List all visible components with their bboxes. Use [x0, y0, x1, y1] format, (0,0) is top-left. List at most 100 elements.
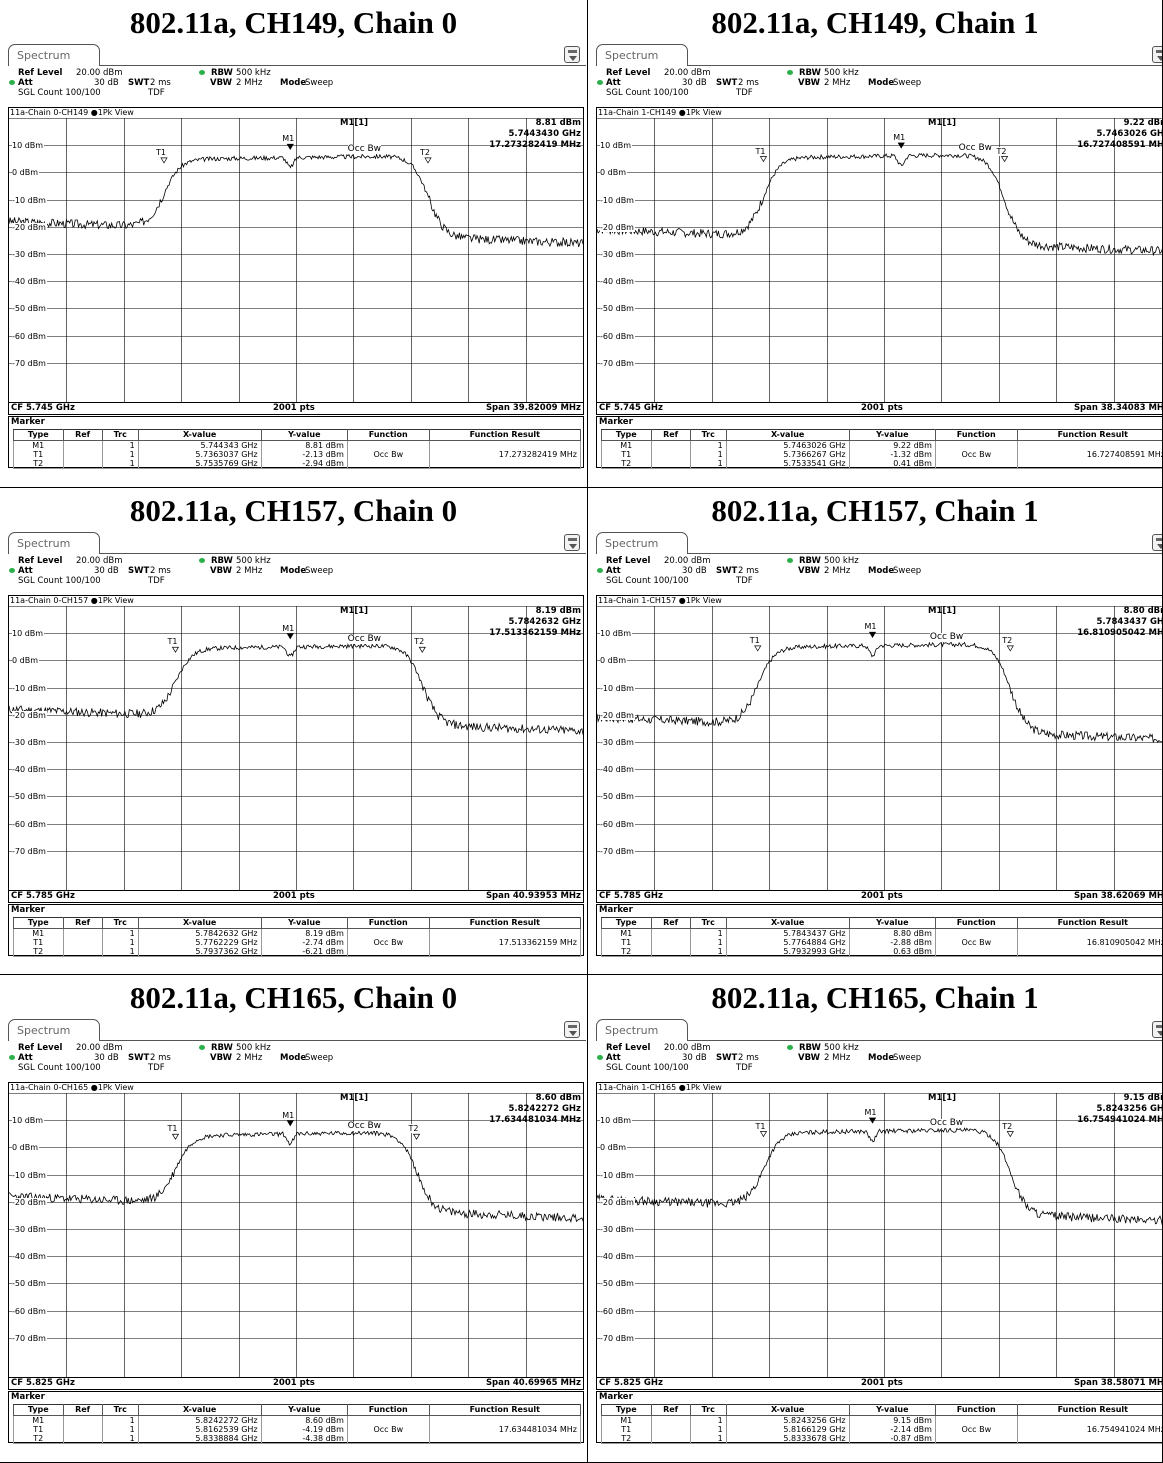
- table-cell: [346, 1415, 430, 1425]
- dropdown-menu-icon[interactable]: [564, 534, 580, 551]
- dropdown-menu-icon[interactable]: [1152, 1021, 1162, 1038]
- trace-label: 11a-Chain 0-CH165 ●1Pk View: [10, 1083, 134, 1092]
- table-cell: T2: [601, 459, 652, 469]
- table-header-cell: Type: [13, 429, 64, 441]
- y-axis-label: -30 dBm: [12, 250, 47, 259]
- table-cell: -2.14 dBm: [848, 1425, 936, 1434]
- table-cell: T2: [601, 947, 652, 957]
- vbw-label: VBW: [210, 566, 232, 576]
- table-cell: [650, 440, 691, 450]
- table-cell: [428, 928, 582, 938]
- span-value: Span 38.34083 MHz: [1073, 403, 1163, 413]
- dropdown-menu-icon[interactable]: [1152, 46, 1162, 63]
- y-axis-label: -10 dBm: [600, 195, 635, 205]
- table-cell: [346, 459, 430, 469]
- rbw-value: 500 kHz: [824, 1043, 859, 1053]
- table-header-cell: Type: [13, 1404, 64, 1416]
- m1-readout-label: M1[1]: [928, 1093, 957, 1103]
- table-cell: [62, 450, 103, 459]
- table-header-cell: Trc: [101, 429, 139, 441]
- table-cell: Occ Bw: [346, 938, 430, 947]
- table-cell: 1: [101, 459, 139, 469]
- table-cell: Occ Bw: [934, 1425, 1018, 1434]
- spectrum-tab[interactable]: Spectrum: [596, 1019, 688, 1041]
- points-count: 2001 pts: [273, 403, 315, 413]
- occupied-bandwidth: 16.810905042 MHz: [1077, 628, 1163, 638]
- table-header-cell: X-value: [137, 1404, 262, 1416]
- m1-level: 9.22 dBm: [1123, 118, 1162, 128]
- spectrum-window: Spectrum Ref Level 20.00 dBm RBW 500 kHz…: [596, 1019, 1162, 1447]
- spectrum-tab[interactable]: Spectrum: [8, 532, 100, 554]
- tab-divider: [8, 65, 586, 66]
- table-row: M1 1 5.7843437 GHz 8.80 dBm: [601, 928, 1162, 938]
- mode-value: Sweep: [893, 1053, 922, 1063]
- y-axis-label: -70 dBm: [600, 1333, 635, 1343]
- table-cell: M1: [601, 928, 652, 938]
- y-axis-label: -40 dBm: [600, 277, 635, 287]
- cell-title: 802.11a, CH157, Chain 1: [711, 493, 1039, 528]
- vbw-value: 2 MHz: [236, 566, 263, 576]
- table-cell: M1: [13, 440, 64, 450]
- table-cell: -2.13 dBm: [260, 450, 348, 459]
- table-row: M1 1 5.8242272 GHz 8.60 dBm: [13, 1415, 582, 1425]
- table-cell: 5.7932993 GHz: [725, 947, 850, 957]
- plot-svg: [597, 118, 1162, 402]
- table-header-cell: Y-value: [260, 429, 348, 441]
- green-dot-icon: [787, 1045, 793, 1050]
- m1-level: 8.19 dBm: [535, 606, 581, 616]
- table-cell: [346, 1434, 430, 1444]
- occ-bw-label: Occ Bw: [929, 632, 964, 643]
- m1-readout-label: M1[1]: [340, 1093, 369, 1103]
- table-cell: 17.634481034 MHz: [428, 1425, 582, 1434]
- table-header-cell: Function Result: [428, 429, 582, 441]
- y-axis-label: -60 dBm: [12, 331, 47, 341]
- y-axis-label: 0 dBm: [12, 168, 39, 178]
- table-cell: [428, 459, 582, 469]
- table-cell: 1: [101, 1425, 139, 1434]
- y-axis-label: -40 dBm: [12, 1252, 47, 1262]
- mode-value: Sweep: [305, 78, 334, 88]
- center-frequency: CF 5.745 GHz: [11, 403, 75, 413]
- y-axis-label: -60 dBm: [600, 819, 635, 829]
- plot-footer: CF 5.825 GHz 2001 pts Span 40.69965 MHz: [8, 1377, 584, 1390]
- table-cell: [934, 440, 1018, 450]
- center-frequency: CF 5.785 GHz: [599, 891, 663, 901]
- spectrum-tab[interactable]: Spectrum: [596, 532, 688, 554]
- dropdown-menu-icon[interactable]: [564, 1021, 580, 1038]
- table-cell: [62, 938, 103, 947]
- table-cell: 5.8338884 GHz: [137, 1434, 262, 1444]
- rbw-value: 500 kHz: [824, 68, 859, 78]
- ref-level-value: 20.00 dBm: [664, 1043, 711, 1053]
- table-cell: [1016, 947, 1162, 957]
- y-axis-label: -70 dBm: [600, 846, 635, 856]
- spectrum-tab[interactable]: Spectrum: [8, 1019, 100, 1041]
- tab-divider: [8, 553, 586, 554]
- att-label: Att: [606, 566, 621, 576]
- table-cell: T1: [13, 1425, 64, 1434]
- spectrum-tab[interactable]: Spectrum: [8, 44, 100, 66]
- swt-label: SWT: [128, 1053, 150, 1063]
- occ-bw-label: Occ Bw: [958, 142, 992, 153]
- table-cell: -2.94 dBm: [260, 459, 348, 469]
- marker-label: T2: [408, 1124, 419, 1134]
- table-row: T2 1 5.8333678 GHz -0.87 dBm: [601, 1434, 1162, 1444]
- table-cell: 1: [689, 459, 727, 469]
- table-cell: [346, 440, 430, 450]
- marker-table-title: Marker: [11, 417, 45, 427]
- spectrum-tab[interactable]: Spectrum: [596, 44, 688, 66]
- table-header-cell: Type: [601, 917, 652, 929]
- y-axis-label: -50 dBm: [600, 304, 635, 314]
- y-axis-label: -60 dBm: [600, 331, 635, 341]
- table-cell: [934, 947, 1018, 957]
- marker-label: M1: [864, 1107, 877, 1117]
- table-cell: 1: [101, 440, 139, 450]
- table-row: T2 1 5.7535769 GHz -2.94 dBm: [13, 459, 582, 469]
- dropdown-menu-icon[interactable]: [564, 46, 580, 63]
- occupied-bandwidth: 17.273282419 MHz: [489, 140, 581, 150]
- spectrum-trace: [9, 1130, 583, 1224]
- marker-label: T1: [755, 1121, 766, 1131]
- dropdown-menu-icon[interactable]: [1152, 534, 1162, 551]
- y-axis-label: 0 dBm: [12, 1143, 39, 1153]
- rbw-label: RBW: [799, 1043, 821, 1053]
- center-frequency: CF 5.825 GHz: [11, 1378, 75, 1388]
